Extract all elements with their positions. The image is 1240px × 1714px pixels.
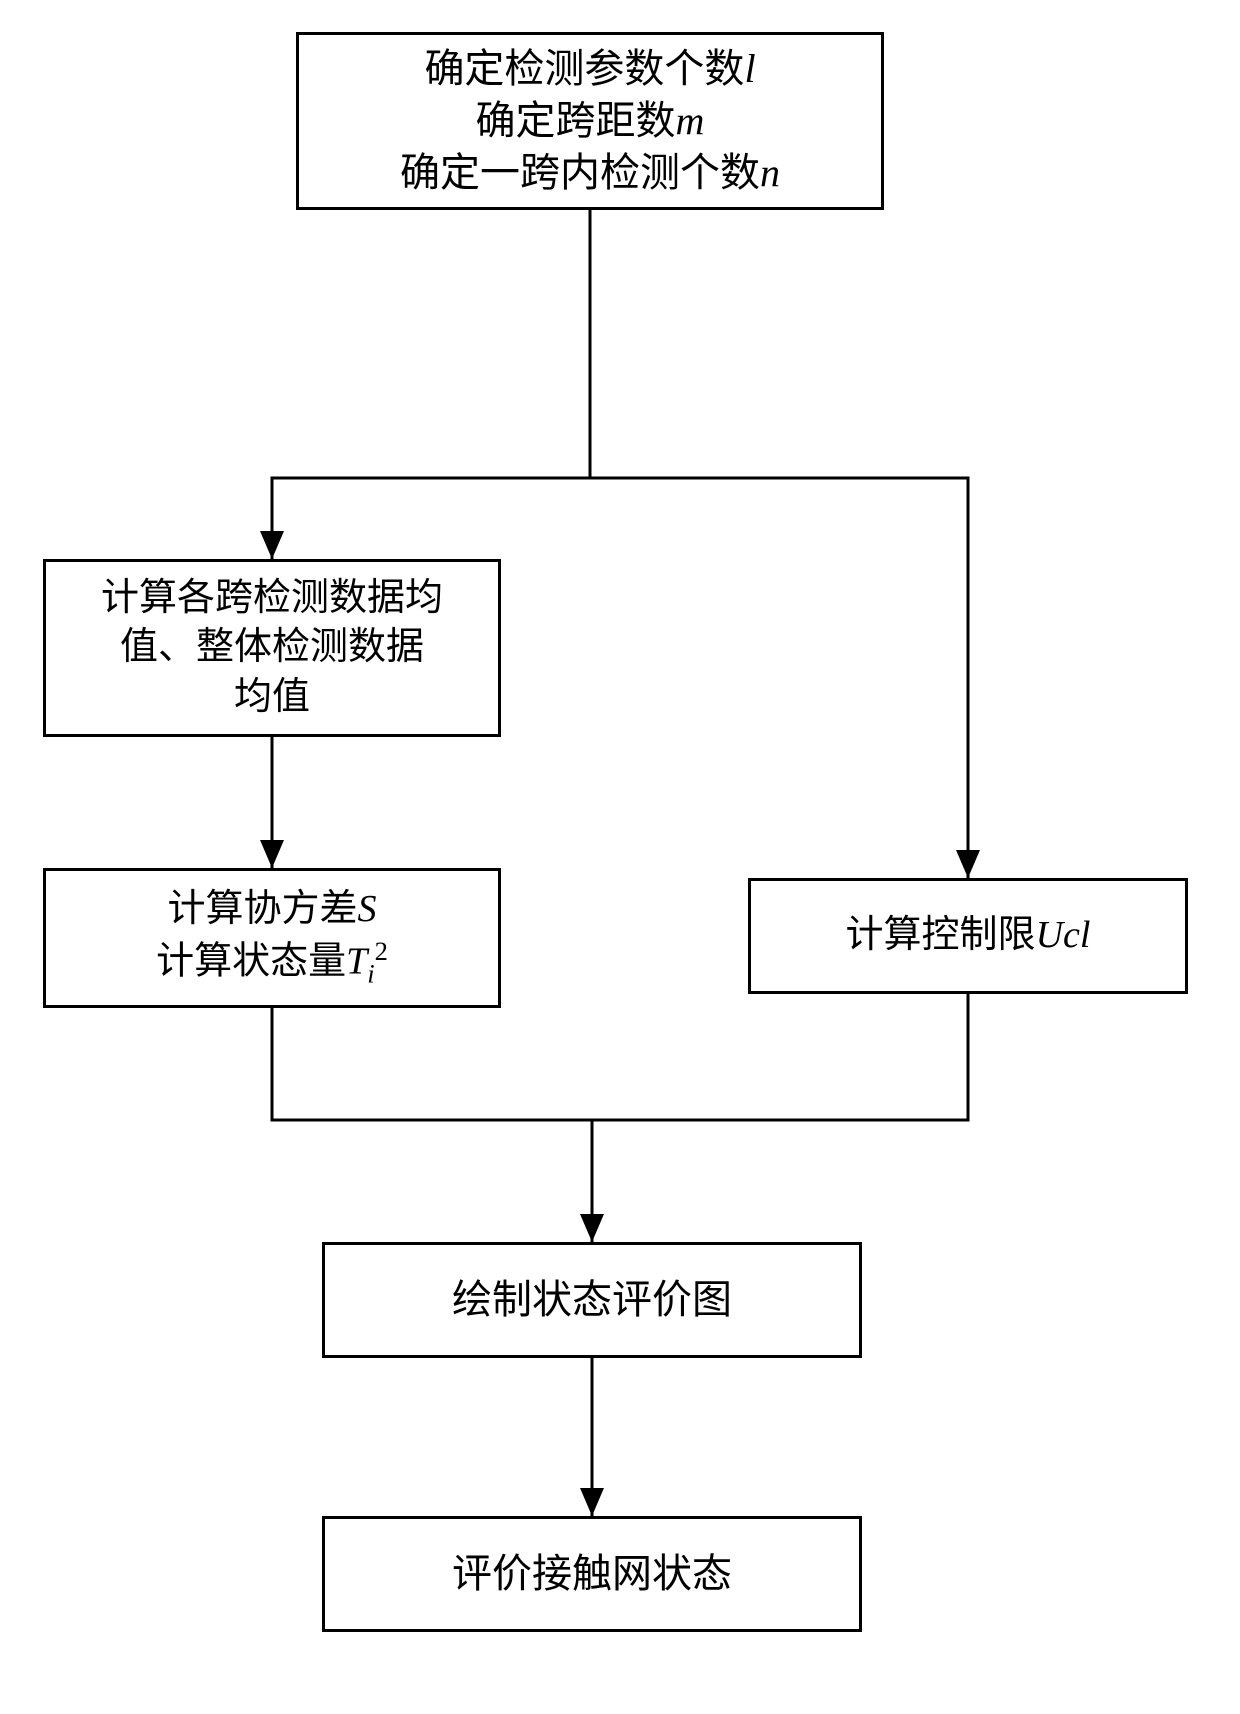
edge-e3-left bbox=[272, 1008, 592, 1120]
arrowhead-icon bbox=[260, 531, 284, 559]
edge-e1-right bbox=[590, 478, 968, 878]
flowchart-container: 确定检测参数个数l确定跨距数m确定一跨内检测个数n 计算各跨检测数据均值、整体检… bbox=[0, 0, 1240, 1714]
arrowhead-icon bbox=[956, 850, 980, 878]
arrowhead-icon bbox=[580, 1488, 604, 1516]
arrowhead-icon bbox=[260, 840, 284, 868]
edge-e1-left bbox=[272, 478, 590, 559]
flowchart-connectors bbox=[0, 0, 1240, 1714]
arrowhead-icon bbox=[580, 1214, 604, 1242]
edge-e3-right bbox=[592, 994, 968, 1120]
